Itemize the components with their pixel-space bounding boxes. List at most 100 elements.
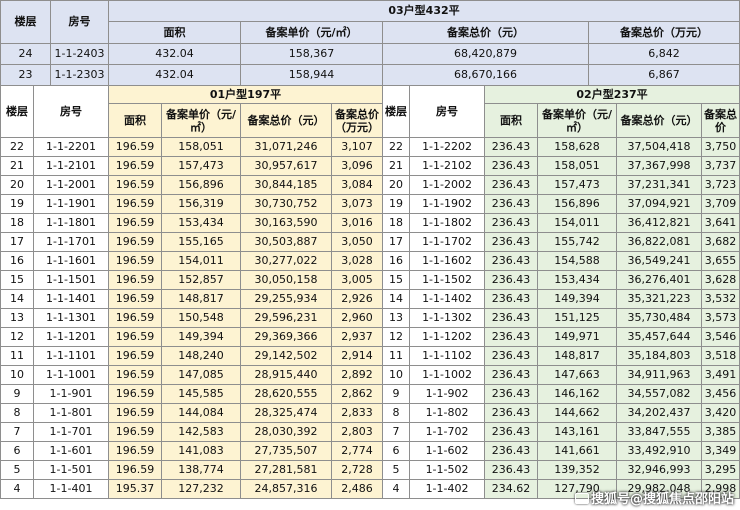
right-unit-price-cell: 151,125 [537,308,618,328]
right-total-price-cell: 35,321,223 [616,289,703,309]
right-area-cell: 236.43 [484,137,539,157]
left-total-price-cell: 29,142,502 [240,346,332,366]
total-wan-cell: 6,842 [587,43,740,65]
right-room-cell: 1-1-1502 [409,270,486,290]
left-total-price-cell: 30,957,617 [240,156,332,176]
right-total-wan-cell: 2,998 [701,479,740,499]
table-row: 4 1-1-401 195.37 127,232 24,857,316 2,486 4 1-1… [0,479,740,499]
right-room-cell: 1-1-1702 [409,232,486,252]
table-row: 10 1-1-1001 196.59 147,085 28,915,440 2,892 10… [0,365,740,385]
left-area-cell: 196.59 [108,137,162,157]
left-floor-cell: 21 [0,156,34,176]
left-room-cell: 1-1-1301 [33,308,109,328]
right-unit-price-cell: 127,790 [537,479,618,499]
left-total-wan-cell: 2,960 [330,308,384,328]
right-unit-price-cell: 144,662 [537,403,618,423]
table-row: 22 1-1-2201 196.59 158,051 31,071,246 3,107 22… [0,137,740,157]
table-row: 16 1-1-1601 196.59 154,011 30,277,022 3,028 16… [0,251,740,271]
total-wan-cell: 6,867 [587,64,740,86]
left-total-wan-cell: 2,774 [330,441,384,461]
right-unit-price-cell: 157,473 [537,175,618,195]
left-unit-price-cell: 142,583 [161,422,241,442]
right-total-price-cell: 34,557,082 [616,384,703,404]
right-total-wan-cell: 3,491 [701,365,740,385]
header-unit-price-right: 备案单价（元/㎡） [537,103,618,138]
left-total-wan-cell: 3,005 [330,270,384,290]
left-total-price-cell: 29,255,934 [240,289,332,309]
right-floor-cell: 5 [382,460,411,480]
left-area-cell: 196.59 [108,384,162,404]
left-total-wan-cell: 2,728 [330,460,384,480]
right-room-cell: 1-1-1802 [409,213,486,233]
right-area-cell: 236.43 [484,460,539,480]
left-total-price-cell: 24,857,316 [240,479,332,499]
right-floor-cell: 22 [382,137,411,157]
right-area-cell: 236.43 [484,346,539,366]
left-floor-cell: 18 [0,213,34,233]
left-total-wan-cell: 3,050 [330,232,384,252]
left-total-wan-cell: 2,926 [330,289,384,309]
unit-01-02-table: 楼层 房号 01户型197平 楼层 房号 02户型237平 面积 备案单价（元/… [0,85,740,499]
left-room-cell: 1-1-1501 [33,270,109,290]
header-unit-price-left: 备案单价（元/㎡） [161,103,241,138]
table-row: 11 1-1-1101 196.59 148,240 29,142,502 2,914 11… [0,346,740,366]
right-total-price-cell: 33,492,910 [616,441,703,461]
left-unit-price-cell: 138,774 [161,460,241,480]
right-unit-price-cell: 149,394 [537,289,618,309]
left-room-cell: 1-1-601 [33,441,109,461]
left-total-price-cell: 31,071,246 [240,137,332,157]
right-floor-cell: 10 [382,365,411,385]
header-total-price-left: 备案总价（元） [240,103,332,138]
header-room-right: 房号 [409,85,486,138]
right-area-cell: 236.43 [484,384,539,404]
watermark-text: 搜狐号@搜狐焦点邵阳站 [590,492,734,507]
right-total-wan-cell: 3,349 [701,441,740,461]
unit-01-title: 01户型197平 [107,85,384,104]
right-area-cell: 234.62 [484,479,539,499]
left-unit-price-cell: 155,165 [161,232,241,252]
left-room-cell: 1-1-1101 [33,346,109,366]
left-room-cell: 1-1-2101 [33,156,109,176]
left-total-wan-cell: 3,028 [330,251,384,271]
table-row: 23 1-1-2303 432.04 158,944 68,670,166 6,… [0,64,740,86]
right-total-price-cell: 37,231,341 [616,175,703,195]
right-area-cell: 236.43 [484,251,539,271]
right-total-wan-cell: 3,532 [701,289,740,309]
right-total-wan-cell: 3,750 [701,137,740,157]
right-room-cell: 1-1-2102 [409,156,486,176]
unit-03-title: 03户型432平 [107,0,740,22]
left-floor-cell: 15 [0,270,34,290]
right-total-price-cell: 37,367,998 [616,156,703,176]
left-room-cell: 1-1-1701 [33,232,109,252]
left-total-wan-cell: 3,016 [330,213,384,233]
right-total-wan-cell: 3,385 [701,422,740,442]
left-total-price-cell: 29,596,231 [240,308,332,328]
right-unit-price-cell: 143,161 [537,422,618,442]
right-unit-price-cell: 139,352 [537,460,618,480]
header-total-wan-right: 备案总价 [701,103,740,138]
left-total-wan-cell: 3,073 [330,194,384,214]
left-floor-cell: 13 [0,308,34,328]
right-total-price-cell: 35,184,803 [616,346,703,366]
right-total-price-cell: 37,504,418 [616,137,703,157]
left-area-cell: 196.59 [108,289,162,309]
left-room-cell: 1-1-2201 [33,137,109,157]
right-area-cell: 236.43 [484,213,539,233]
left-floor-cell: 16 [0,251,34,271]
watermark: 搜狐号@搜狐焦点邵阳站 [574,488,734,507]
left-area-cell: 196.59 [108,213,162,233]
right-total-wan-cell: 3,456 [701,384,740,404]
left-total-wan-cell: 3,084 [330,175,384,195]
left-area-cell: 196.59 [108,441,162,461]
right-room-cell: 1-1-502 [409,460,486,480]
right-unit-price-cell: 156,896 [537,194,618,214]
left-area-cell: 196.59 [108,251,162,271]
area-cell: 432.04 [108,64,241,86]
left-room-cell: 1-1-2001 [33,175,109,195]
right-total-wan-cell: 3,573 [701,308,740,328]
right-area-cell: 236.43 [484,422,539,442]
left-room-cell: 1-1-1901 [33,194,109,214]
right-room-cell: 1-1-1302 [409,308,486,328]
floor-cell: 23 [0,64,51,86]
left-area-cell: 195.37 [108,479,162,499]
